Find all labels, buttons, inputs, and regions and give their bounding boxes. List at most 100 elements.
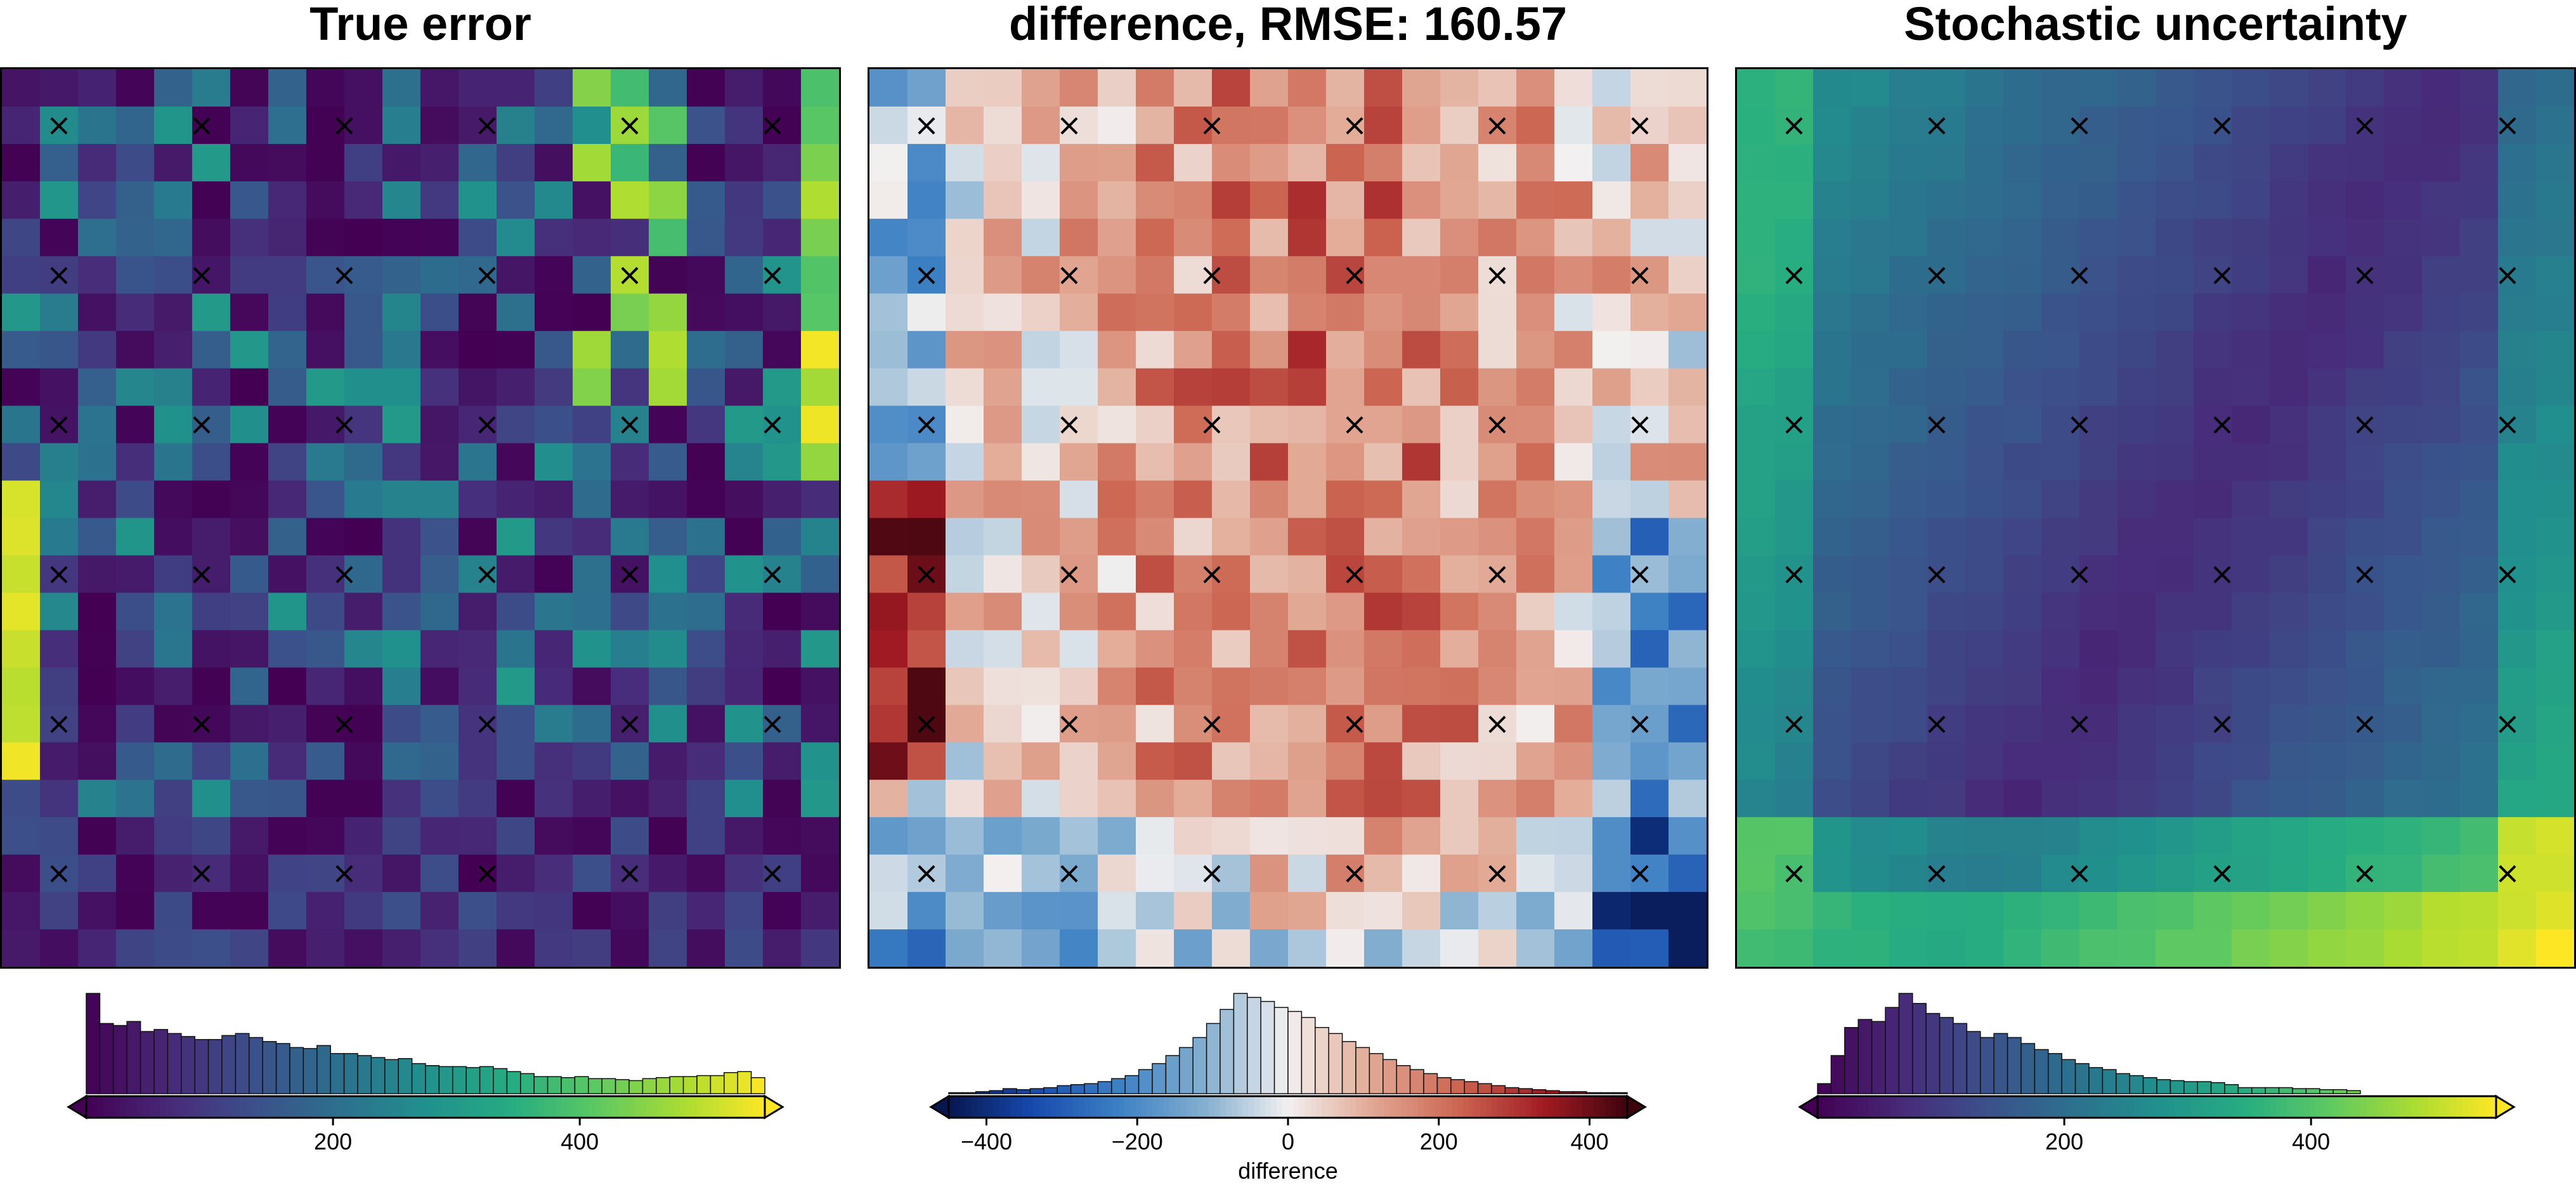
heatmap-cell <box>40 854 79 893</box>
heatmap-cell <box>1889 69 1928 107</box>
colorbar-segment <box>2298 1096 2305 1118</box>
heatmap-cell <box>2232 592 2270 631</box>
heatmap-cell <box>420 742 459 780</box>
heatmap-cell <box>268 817 307 855</box>
colorbar-tick-label: −200 <box>1112 1129 1163 1155</box>
heatmap-cell <box>611 69 649 107</box>
observation-marker: × <box>1781 257 1807 292</box>
heatmap-cell <box>116 331 155 369</box>
heatmap-cell <box>2270 106 2308 145</box>
heatmap-cell <box>1440 293 1479 332</box>
heatmap-cell <box>2422 518 2461 556</box>
heatmap-cell <box>1174 106 1213 145</box>
histogram-bin <box>316 1045 331 1094</box>
heatmap-cell <box>1554 256 1593 294</box>
heatmap-cell <box>2270 181 2308 219</box>
heatmap-cell <box>1851 480 1890 519</box>
observation-marker: × <box>760 556 785 592</box>
colorbar-segment <box>1953 1096 1960 1118</box>
heatmap-cell <box>2156 181 2194 219</box>
heatmap-cell <box>725 218 764 257</box>
heatmap-cell <box>2536 405 2574 444</box>
colorbar-segment <box>238 1096 245 1118</box>
heatmap-cell <box>2156 854 2194 893</box>
colorbar-segment <box>1118 1096 1125 1118</box>
colorbar-segment <box>1350 1096 1356 1118</box>
heatmap-cell <box>459 106 497 145</box>
heatmap-cell <box>1851 218 1890 257</box>
heatmap-cell <box>1098 181 1136 219</box>
heatmap-cell <box>2422 929 2461 967</box>
heatmap-cell <box>1516 667 1555 705</box>
heatmap-cell <box>268 218 307 257</box>
colorbar-segment <box>1339 1096 1345 1118</box>
heatmap-cell <box>1965 555 2004 594</box>
heatmap-cell <box>1630 480 1669 519</box>
heatmap-cell <box>946 69 984 107</box>
heatmap-cell <box>2346 405 2384 444</box>
heatmap-cell <box>801 69 839 107</box>
heatmap-cell <box>1364 331 1403 369</box>
heatmap-cell <box>1669 929 1707 967</box>
heatmap-cell <box>154 892 193 930</box>
colorbar-segment <box>2049 1096 2056 1118</box>
colorbar-segment <box>1446 1096 1453 1118</box>
heatmap-cell <box>1364 592 1403 631</box>
heatmap-cell <box>573 368 611 407</box>
heatmap-cell <box>2460 480 2499 519</box>
colorbar-segment <box>154 1096 160 1118</box>
colorbar-segment <box>363 1096 370 1118</box>
heatmap-cell <box>2384 780 2423 818</box>
histogram-bin <box>975 1091 990 1094</box>
heatmap-cell <box>230 293 269 332</box>
heatmap-cell <box>1440 368 1479 407</box>
heatmap-cell <box>116 742 155 780</box>
heatmap-cell <box>1212 892 1251 930</box>
heatmap-cell <box>687 630 725 668</box>
heatmap-cell <box>306 293 345 332</box>
heatmap-cell <box>1478 69 1517 107</box>
heatmap-cell <box>1554 293 1593 332</box>
heatmap-cell <box>907 106 946 145</box>
histogram-bin <box>1355 1047 1370 1094</box>
colorbar-segment <box>1948 1096 1954 1118</box>
heatmap-cell <box>687 293 725 332</box>
colorbar-segment <box>561 1096 568 1118</box>
colorbar-segment <box>312 1096 319 1118</box>
heatmap-cell <box>1927 705 1966 743</box>
heatmap-cell <box>1813 106 1852 145</box>
observation-marker: × <box>2495 706 2520 742</box>
observation-marker: × <box>1781 407 1807 442</box>
heatmap-cell <box>497 555 535 594</box>
heatmap-cell <box>1060 555 1098 594</box>
heatmap-cell <box>1288 518 1327 556</box>
heatmap-cell <box>1288 293 1327 332</box>
heatmap-cell <box>78 405 117 444</box>
heatmap-cell <box>869 892 908 930</box>
heatmap-cell <box>1022 405 1060 444</box>
heatmap-cell <box>2156 592 2194 631</box>
heatmap-cell <box>2194 555 2232 594</box>
heatmap-cell <box>573 443 611 481</box>
heatmap-cell <box>2232 555 2270 594</box>
heatmap-cell <box>1174 218 1213 257</box>
colorbar-segment <box>1925 1096 1932 1118</box>
histogram-bin <box>1436 1077 1452 1094</box>
heatmap-cell <box>2232 106 2270 145</box>
heatmap-cell <box>763 368 802 407</box>
heatmap-cell <box>869 293 908 332</box>
observation-marker: × <box>2352 556 2378 592</box>
colorbar-segment <box>2264 1096 2271 1118</box>
heatmap-cell <box>2422 256 2461 294</box>
heatmap-cell <box>1927 293 1966 332</box>
heatmap-cell <box>459 480 497 519</box>
heatmap-cell <box>725 555 764 594</box>
heatmap-cell <box>611 854 649 893</box>
heatmap-cell <box>2346 443 2384 481</box>
heatmap-cell <box>801 405 839 444</box>
colorbar-segment <box>1344 1096 1351 1118</box>
heatmap-cell <box>869 405 908 444</box>
heatmap-cell <box>1592 817 1631 855</box>
heatmap-cell <box>2156 480 2194 519</box>
heatmap-cell <box>2 256 41 294</box>
